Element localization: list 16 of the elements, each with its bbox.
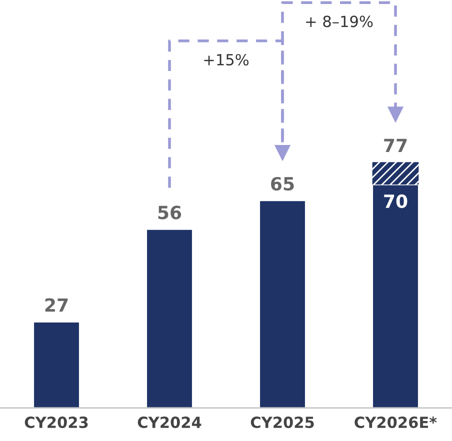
text: +15% xyxy=(204,54,249,66)
bar xyxy=(146,228,194,408)
x-tick-label: CY2026E* xyxy=(354,416,437,428)
total-label: 56 xyxy=(158,206,182,220)
text: + 8–19% xyxy=(306,16,373,28)
bar xyxy=(32,321,80,408)
bar xyxy=(372,162,419,185)
total-label: 27 xyxy=(45,298,68,312)
total-label: 65 xyxy=(271,176,294,191)
bar xyxy=(258,200,306,408)
data-label: 70 xyxy=(384,194,408,208)
total-label: 77 xyxy=(384,138,407,152)
x-tick-label: CY2025 xyxy=(250,416,314,428)
bar xyxy=(372,184,420,408)
x-tick-label: CY2024 xyxy=(138,416,202,428)
x-tick-label: CY2023 xyxy=(24,416,88,428)
